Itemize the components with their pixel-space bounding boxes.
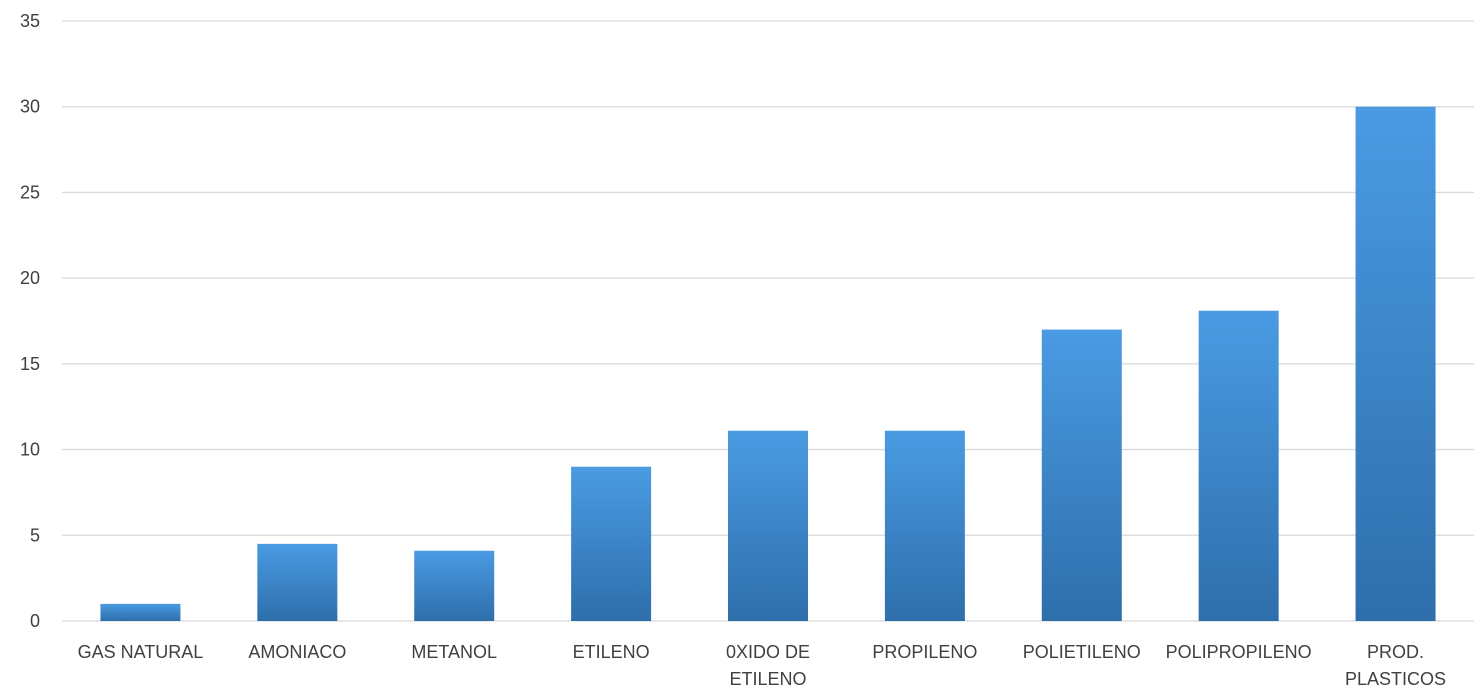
bar	[884, 430, 965, 621]
x-tick-label: ETILENO	[573, 642, 650, 662]
y-tick-label: 10	[20, 440, 40, 460]
bar	[728, 430, 808, 621]
bar	[1198, 310, 1279, 621]
y-tick-label: 5	[30, 525, 40, 545]
bars	[100, 106, 1436, 621]
x-axis-ticks: GAS NATURAL AMONIACO METANOL ETILENO 0XIDO D…	[78, 642, 1446, 689]
y-tick-label: 35	[20, 11, 40, 31]
x-tick-label: GAS NATURAL	[78, 642, 204, 662]
x-tick-label-line: PROPILENO	[872, 642, 977, 662]
bar	[414, 550, 495, 621]
y-axis-ticks: 0 5 10 15 20 25 30 35	[20, 11, 40, 631]
bar	[257, 543, 338, 621]
bar	[571, 466, 652, 621]
x-tick-label-line: AMONIACO	[248, 642, 346, 662]
x-tick-label-line: PLASTICOS	[1345, 669, 1446, 689]
x-tick-label-line: ETILENO	[729, 669, 806, 689]
x-tick-label-line: METANOL	[411, 642, 497, 662]
x-tick-label-line: ETILENO	[573, 642, 650, 662]
x-tick-label-line: GAS NATURAL	[78, 642, 204, 662]
x-tick-label-line: POLIPROPILENO	[1166, 642, 1312, 662]
y-tick-label: 0	[30, 611, 40, 631]
y-tick-label: 30	[20, 97, 40, 117]
y-tick-label: 15	[20, 354, 40, 374]
bar	[1355, 106, 1436, 621]
x-tick-label-line: POLIETILENO	[1023, 642, 1141, 662]
y-tick-label: 20	[20, 268, 40, 288]
x-tick-label: POLIPROPILENO	[1166, 642, 1312, 662]
x-tick-label-line: PROD.	[1367, 642, 1424, 662]
x-tick-label: POLIETILENO	[1023, 642, 1141, 662]
x-tick-label: 0XIDO DE ETILENO	[726, 642, 810, 689]
x-tick-label: PROPILENO	[872, 642, 977, 662]
x-tick-label-line: 0XIDO DE	[726, 642, 810, 662]
y-tick-label: 25	[20, 182, 40, 202]
x-tick-label: AMONIACO	[248, 642, 346, 662]
x-tick-label: METANOL	[411, 642, 497, 662]
bar	[100, 603, 181, 621]
bar	[1041, 329, 1122, 621]
x-tick-label: PROD. PLASTICOS	[1345, 642, 1446, 689]
